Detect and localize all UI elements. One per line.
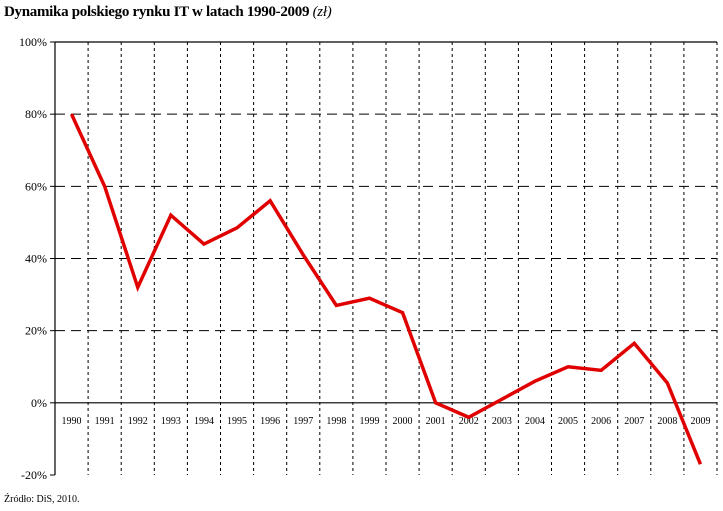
data-line [69,113,703,465]
x-tick-label: 2005 [558,416,578,427]
x-tick-label: 1999 [359,416,379,427]
x-tick-label: 2006 [591,416,611,427]
x-tick-label: 2002 [459,416,479,427]
x-tick-label: 1998 [326,416,346,427]
y-tick-label: 100% [19,35,47,49]
x-tick-label: 1997 [293,416,313,427]
y-tick-label: 20% [25,324,47,338]
x-tick-label: 2000 [393,416,413,427]
x-tick-label: 1996 [260,416,280,427]
y-tick-label: 60% [25,179,47,193]
x-tick-label: 1995 [227,416,247,427]
y-tick-label: 80% [25,107,47,121]
title-unit: (zł) [312,4,332,20]
source-note: Źródło: DiS, 2010. [4,494,80,505]
y-tick-label: 0% [31,396,47,410]
x-tick-label: 2001 [426,416,446,427]
y-tick-label: 40% [25,252,47,266]
chart-title: Dynamika polskiego rynku IT w latach 199… [4,4,332,21]
x-tick-label: 1994 [194,416,214,427]
x-tick-label: 2008 [657,416,677,427]
y-tick-label: -20% [21,468,47,482]
x-tick-label: 2003 [492,416,512,427]
x-tick-label: 2009 [690,416,710,427]
x-tick-label: 2004 [525,416,545,427]
x-tick-label: 1992 [128,416,148,427]
title-text: Dynamika polskiego rynku IT w latach 199… [4,4,310,20]
x-tick-label: 1990 [62,416,82,427]
x-tick-label: 1991 [95,416,115,427]
x-tick-label: 2007 [624,416,644,427]
x-tick-label: 1993 [161,416,181,427]
